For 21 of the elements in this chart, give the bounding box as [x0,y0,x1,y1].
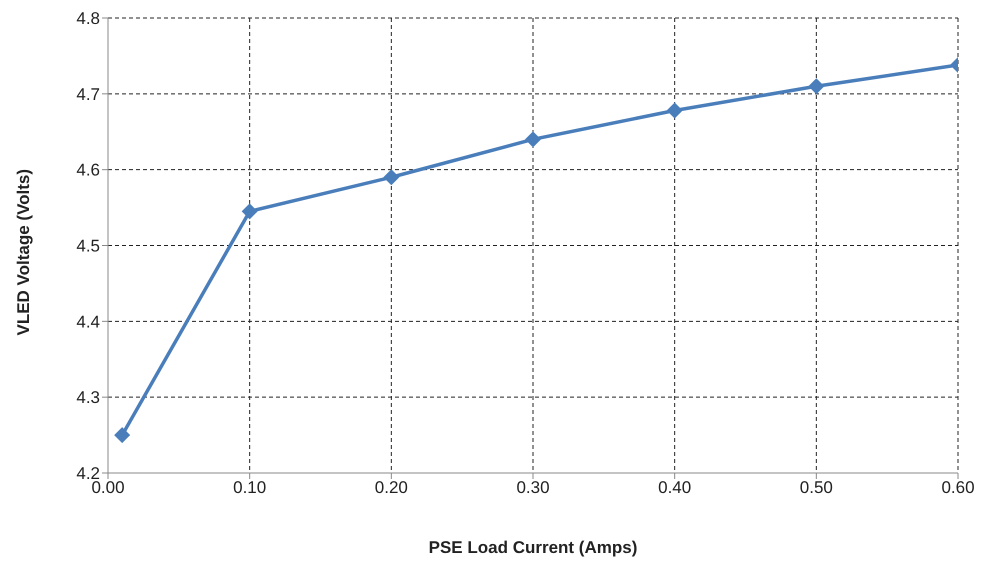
y-tick-label: 4.4 [76,312,100,332]
y-tick-label: 4.5 [76,236,100,256]
point [114,427,130,444]
y-axis-title: VLED Voltage (Volts) [14,168,34,336]
x-axis-title: PSE Load Current (Amps) [428,538,638,557]
x-tick-label: 0.60 [941,478,975,498]
y-tick-label: 4.7 [76,84,100,104]
x-tick-label: 0.30 [516,478,550,498]
y-tick-label: 4.8 [76,9,100,28]
point [808,78,824,94]
x-tick-label: 0.10 [233,478,266,498]
x-tick-label: 0.20 [374,478,408,498]
y-tick-label: 4.3 [76,388,100,408]
point [525,131,541,148]
point [242,203,258,220]
point [383,169,400,186]
point [666,102,683,119]
y-tick-label: 4.6 [76,160,100,180]
x-tick-label: 0.40 [658,478,692,498]
x-tick-label: 0.00 [91,478,125,498]
x-tick-label: 0.50 [800,478,833,498]
